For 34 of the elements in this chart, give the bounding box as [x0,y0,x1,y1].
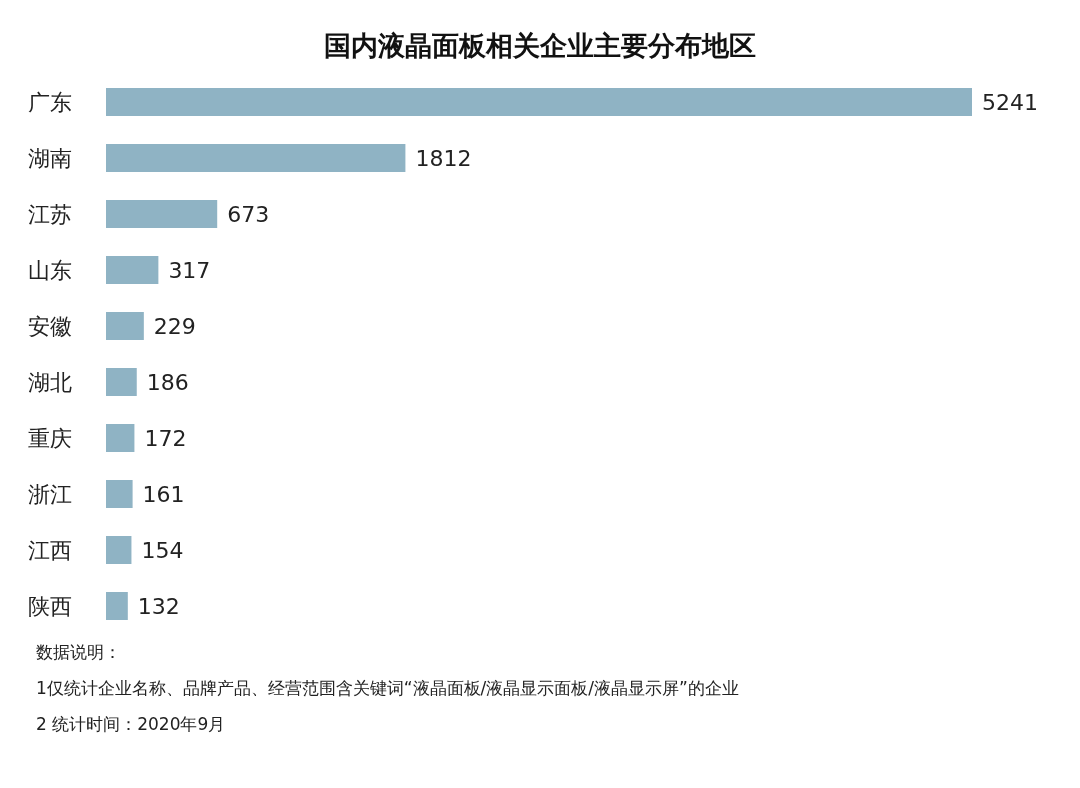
bar [106,536,132,564]
y-tick-label: 江苏 [28,201,72,227]
data-label: 317 [168,257,211,283]
data-label: 673 [227,201,270,227]
y-tick-label: 湖北 [28,369,72,395]
data-label: 154 [141,537,184,563]
bar [106,424,135,452]
data-label: 1812 [415,145,472,171]
text: 数据说明： [36,641,122,664]
data-label: 186 [146,369,189,395]
chart-title: 国内液晶面板相关企业主要分布地区 [323,29,757,63]
bar [106,200,218,228]
bar [106,480,133,508]
text: 2 统计时间：2020年9月 [36,713,227,736]
y-tick-label: 广东 [28,89,72,115]
bar [106,592,128,620]
y-tick-label: 湖南 [28,145,72,171]
y-tick-label: 江西 [28,537,72,563]
y-tick-label: 山东 [28,257,72,283]
data-label: 132 [137,593,180,619]
y-tick-label: 浙江 [28,481,72,507]
bar [106,312,144,340]
bar [106,256,159,284]
y-tick-label: 陕西 [28,593,72,619]
y-tick-label: 安徽 [28,313,72,339]
bar [106,368,137,396]
data-label: 5241 [982,89,1038,115]
y-tick-label: 重庆 [28,425,72,451]
bar [106,144,406,172]
data-label: 161 [142,481,185,507]
bar [106,88,972,116]
text: 1仅统计企业名称、品牌产品、经营范围含关键词“液晶面板/液晶显示面板/液晶显示屏”的企业 [36,677,740,700]
data-label: 229 [153,313,196,339]
data-label: 172 [144,425,187,451]
